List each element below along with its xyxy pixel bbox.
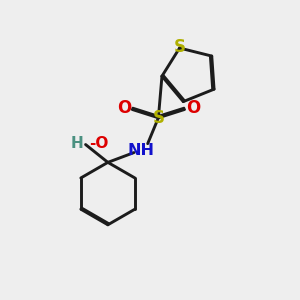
Text: -O: -O: [89, 136, 109, 151]
Text: S: S: [152, 109, 164, 127]
Text: NH: NH: [128, 143, 155, 158]
Text: H: H: [70, 136, 83, 151]
Text: S: S: [173, 38, 185, 56]
Text: O: O: [186, 99, 200, 117]
Text: O: O: [117, 99, 131, 117]
